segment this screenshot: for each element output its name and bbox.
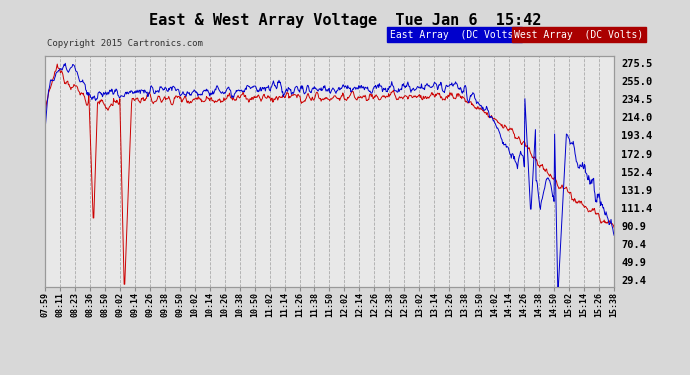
Text: Copyright 2015 Cartronics.com: Copyright 2015 Cartronics.com xyxy=(47,39,203,48)
Text: East Array  (DC Volts): East Array (DC Volts) xyxy=(390,30,519,40)
Text: East & West Array Voltage  Tue Jan 6  15:42: East & West Array Voltage Tue Jan 6 15:4… xyxy=(149,13,541,28)
Text: West Array  (DC Volts): West Array (DC Volts) xyxy=(514,30,643,40)
